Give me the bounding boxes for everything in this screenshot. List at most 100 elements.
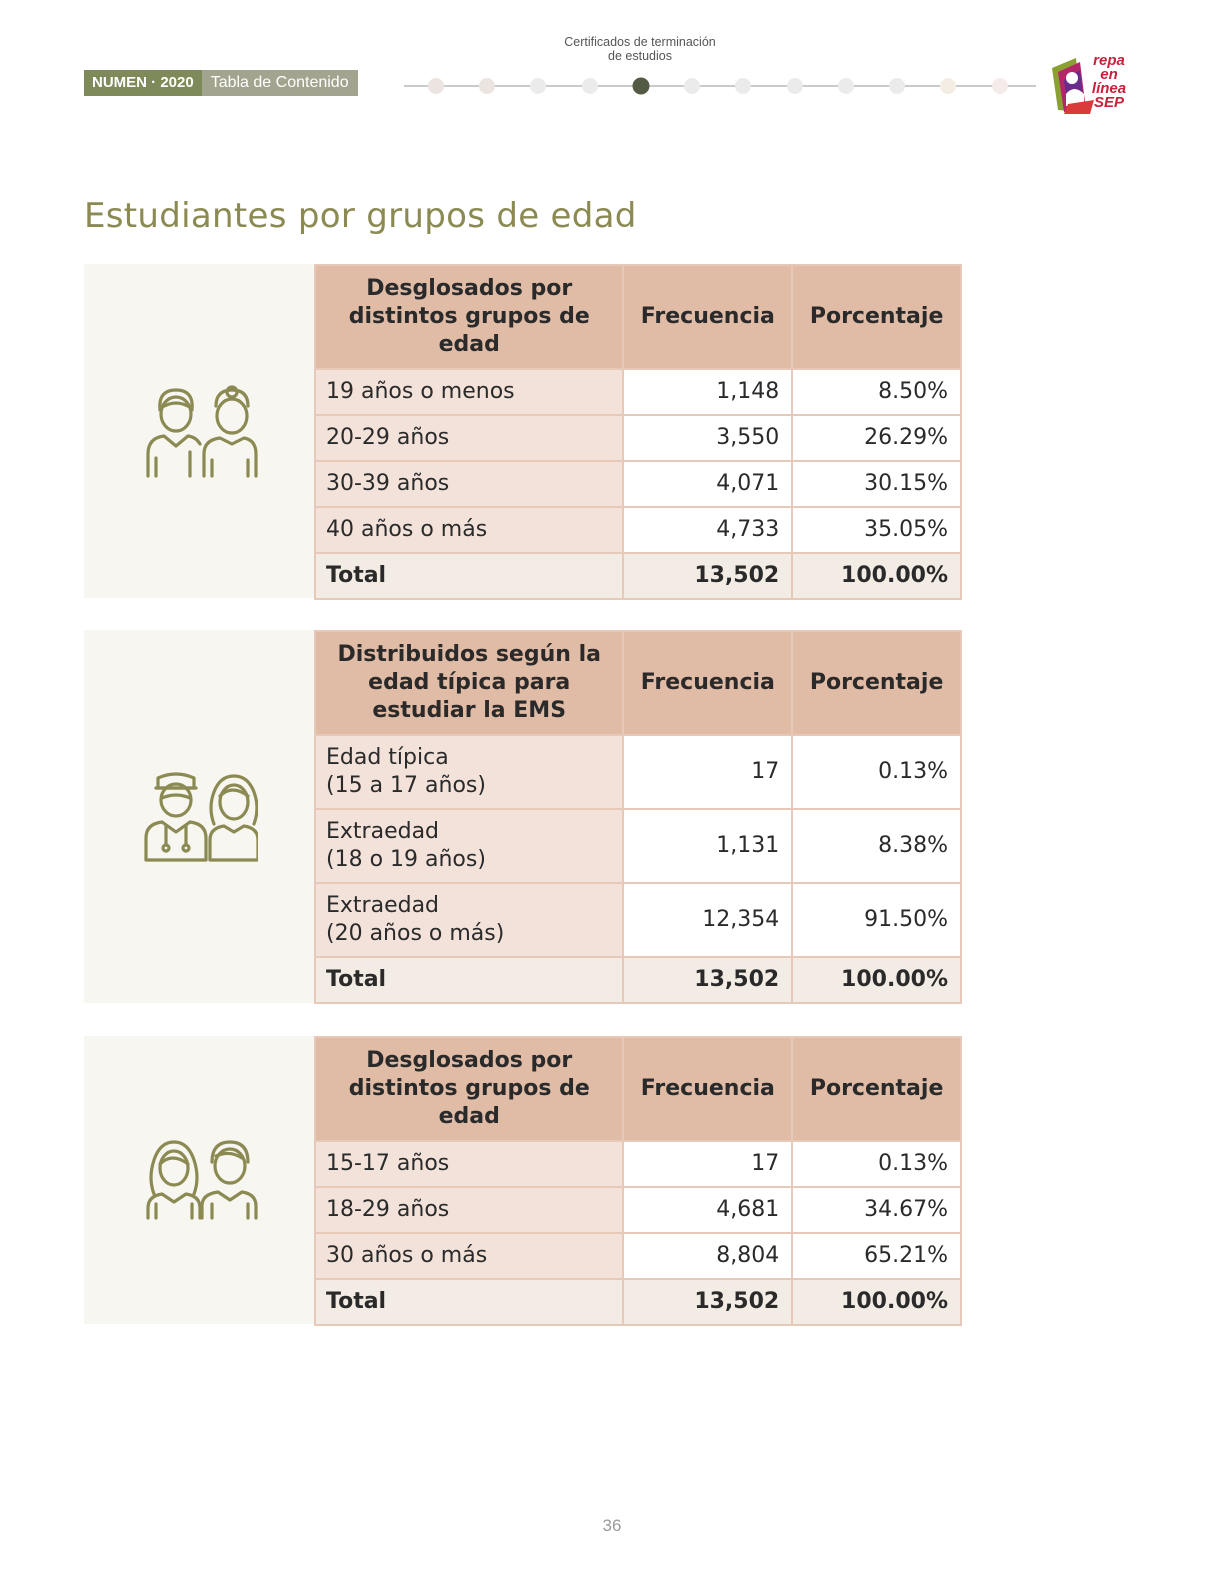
row-frequency: 3,550: [622, 414, 794, 462]
row-frequency: 8,804: [622, 1232, 794, 1280]
row-percentage: 30.15%: [791, 460, 962, 508]
table-row: 18-29 años 4,681 34.67%: [313, 1186, 962, 1234]
row-frequency: 17: [622, 734, 794, 810]
progress-dot[interactable]: [838, 78, 854, 94]
progress-dot[interactable]: [428, 78, 444, 94]
column-header-percentage: Porcentaje: [791, 630, 962, 736]
table-row: 20-29 años 3,550 26.29%: [313, 414, 962, 462]
row-label: 20-29 años: [313, 414, 625, 462]
table-row: 30-39 años 4,071 30.15%: [313, 460, 962, 508]
table-row: 40 años o más 4,733 35.05%: [313, 506, 962, 554]
row-label: 18-29 años: [313, 1186, 625, 1234]
column-header-frequency: Frecuencia: [622, 1036, 794, 1142]
total-row: Total 13,502 100.00%: [313, 1278, 962, 1326]
typical-age-table: Distribuidos según la edad típica para e…: [313, 630, 962, 1004]
row-frequency: 4,733: [622, 506, 794, 554]
progress-dot-active[interactable]: [632, 77, 650, 95]
total-frequency: 13,502: [622, 1278, 794, 1326]
progress-dot[interactable]: [787, 78, 803, 94]
row-frequency: 1,131: [622, 808, 794, 884]
row-label-line2: (18 o 19 años): [326, 847, 486, 872]
table-header-row: Desglosados por distintos grupos de edad…: [313, 264, 962, 370]
young-people-icon: [146, 385, 258, 478]
progress-dots: [404, 77, 1036, 95]
header-tags: NUMEN · 2020 Tabla de Contenido: [84, 70, 358, 96]
table-of-contents-link[interactable]: Tabla de Contenido: [201, 70, 358, 96]
logo-text: repa en línea SEP: [1091, 52, 1127, 111]
progress-dot[interactable]: [735, 78, 751, 94]
row-label: Extraedad (18 o 19 años): [313, 808, 625, 884]
row-label: 30-39 años: [313, 460, 625, 508]
students-icon: [144, 772, 258, 862]
progress-dot[interactable]: [684, 78, 700, 94]
progress-dot[interactable]: [582, 78, 598, 94]
row-percentage: 8.38%: [791, 808, 962, 884]
total-percentage: 100.00%: [791, 956, 962, 1004]
total-percentage: 100.00%: [791, 1278, 962, 1326]
numen-tag: NUMEN · 2020: [84, 70, 202, 96]
row-label: 30 años o más: [313, 1232, 625, 1280]
table-row: Extraedad (20 años o más) 12,354 91.50%: [313, 882, 962, 958]
total-label: Total: [313, 1278, 625, 1326]
icon-panel-background: [84, 264, 316, 598]
progress-dot[interactable]: [479, 78, 495, 94]
table-row: 19 años o menos 1,148 8.50%: [313, 368, 962, 416]
table-row: 30 años o más 8,804 65.21%: [313, 1232, 962, 1280]
total-frequency: 13,502: [622, 552, 794, 600]
age-groups-panel: Desglosados por distintos grupos de edad…: [84, 264, 962, 600]
icon-panel-background: [84, 630, 316, 1003]
row-frequency: 4,681: [622, 1186, 794, 1234]
row-frequency: 12,354: [622, 882, 794, 958]
row-label-line1: Extraedad: [326, 819, 440, 844]
table-row: 15-17 años 17 0.13%: [313, 1140, 962, 1188]
typical-age-panel: Distribuidos según la edad típica para e…: [84, 630, 962, 1004]
column-header-percentage: Porcentaje: [791, 1036, 962, 1142]
age-groups-alt-panel: Desglosados por distintos grupos de edad…: [84, 1036, 962, 1326]
row-percentage: 34.67%: [791, 1186, 962, 1234]
total-label: Total: [313, 956, 625, 1004]
age-groups-alt-table: Desglosados por distintos grupos de edad…: [313, 1036, 962, 1326]
column-header-frequency: Frecuencia: [622, 264, 794, 370]
row-percentage: 0.13%: [791, 734, 962, 810]
table-row: Extraedad (18 o 19 años) 1,131 8.38%: [313, 808, 962, 884]
table-header-row: Distribuidos según la edad típica para e…: [313, 630, 962, 736]
progress-dot[interactable]: [889, 78, 905, 94]
row-percentage: 0.13%: [791, 1140, 962, 1188]
progress-dot[interactable]: [530, 78, 546, 94]
total-label: Total: [313, 552, 625, 600]
column-header-group: Desglosados por distintos grupos de edad: [313, 1036, 625, 1142]
row-label-line2: (15 a 17 años): [326, 773, 486, 798]
row-percentage: 35.05%: [791, 506, 962, 554]
column-header-group: Distribuidos según la edad típica para e…: [313, 630, 625, 736]
total-frequency: 13,502: [622, 956, 794, 1004]
column-header-group: Desglosados por distintos grupos de edad: [313, 264, 625, 370]
page-number: 36: [602, 1516, 622, 1535]
row-percentage: 8.50%: [791, 368, 962, 416]
column-header-percentage: Porcentaje: [791, 264, 962, 370]
row-label: 40 años o más: [313, 506, 625, 554]
progress-dot[interactable]: [992, 78, 1008, 94]
progress-dot[interactable]: [940, 78, 956, 94]
section-title: Certificados de terminación de estudios: [540, 35, 740, 63]
table-row: Edad típica (15 a 17 años) 17 0.13%: [313, 734, 962, 810]
column-header-frequency: Frecuencia: [622, 630, 794, 736]
section-title-line2: de estudios: [608, 49, 672, 63]
row-label: Extraedad (20 años o más): [313, 882, 625, 958]
row-percentage: 65.21%: [791, 1232, 962, 1280]
icon-panel-background: [84, 1036, 316, 1324]
row-label: 19 años o menos: [313, 368, 625, 416]
total-percentage: 100.00%: [791, 552, 962, 600]
section-title-line1: Certificados de terminación: [564, 35, 716, 49]
row-frequency: 17: [622, 1140, 794, 1188]
total-row: Total 13,502 100.00%: [313, 956, 962, 1004]
page-title: Estudiantes por grupos de edad: [84, 196, 637, 236]
row-frequency: 4,071: [622, 460, 794, 508]
table-header-row: Desglosados por distintos grupos de edad…: [313, 1036, 962, 1142]
row-percentage: 91.50%: [791, 882, 962, 958]
row-frequency: 1,148: [622, 368, 794, 416]
row-label-line1: Extraedad: [326, 893, 440, 918]
row-label-line2: (20 años o más): [326, 921, 505, 946]
total-row: Total 13,502 100.00%: [313, 552, 962, 600]
row-label-line1: Edad típica: [326, 745, 449, 770]
prepa-en-linea-logo: [1052, 58, 1094, 114]
